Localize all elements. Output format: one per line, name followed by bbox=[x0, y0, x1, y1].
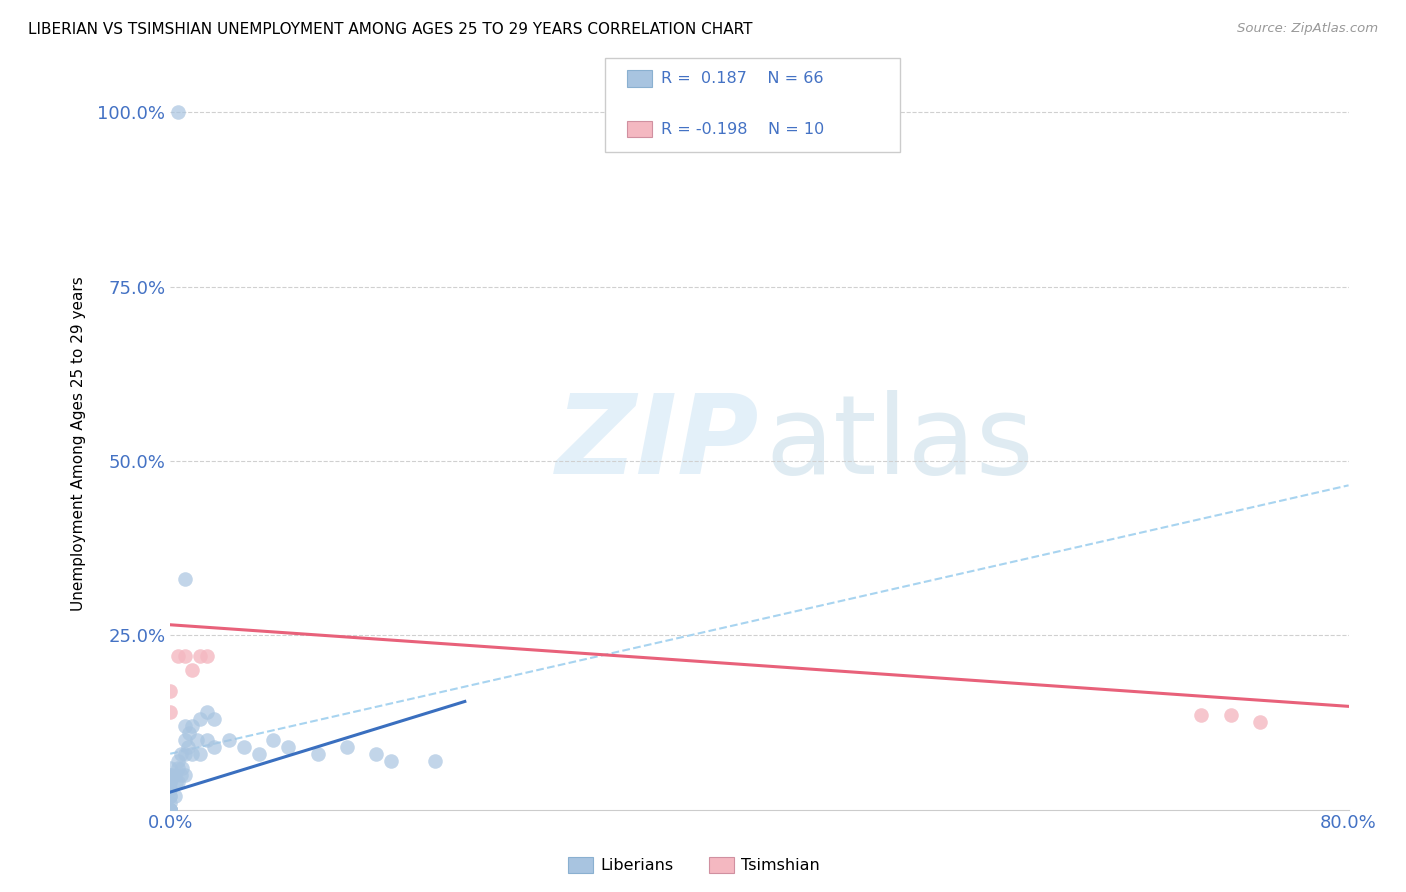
Point bbox=[202, 712, 225, 726]
Point bbox=[277, 739, 299, 754]
Point bbox=[163, 767, 186, 781]
Point bbox=[159, 803, 181, 817]
Point bbox=[195, 649, 218, 664]
Point bbox=[195, 732, 218, 747]
Point bbox=[159, 803, 181, 817]
Point bbox=[174, 649, 197, 664]
Point bbox=[170, 761, 193, 775]
Point bbox=[159, 781, 181, 796]
Point bbox=[166, 774, 188, 789]
Point bbox=[159, 803, 181, 817]
Point bbox=[181, 719, 204, 733]
Point bbox=[159, 789, 181, 803]
Point bbox=[366, 747, 388, 761]
Text: Tsimshian: Tsimshian bbox=[741, 858, 820, 872]
Point bbox=[1249, 715, 1271, 730]
Point bbox=[159, 803, 181, 817]
Point bbox=[186, 732, 208, 747]
Point bbox=[159, 803, 181, 817]
Text: atlas: atlas bbox=[765, 390, 1033, 497]
Point bbox=[181, 663, 204, 677]
Point bbox=[159, 684, 181, 698]
Point bbox=[336, 739, 359, 754]
Point bbox=[188, 649, 211, 664]
Point bbox=[195, 705, 218, 719]
Point bbox=[165, 774, 187, 789]
Point bbox=[159, 803, 181, 817]
Point bbox=[159, 803, 181, 817]
Point bbox=[159, 767, 181, 781]
Point bbox=[202, 739, 225, 754]
Point bbox=[159, 803, 181, 817]
Point bbox=[166, 105, 188, 120]
Text: Liberians: Liberians bbox=[600, 858, 673, 872]
Point bbox=[159, 767, 181, 781]
Text: ZIP: ZIP bbox=[555, 390, 759, 497]
Point bbox=[159, 774, 181, 789]
Point bbox=[159, 796, 181, 810]
Y-axis label: Unemployment Among Ages 25 to 29 years: Unemployment Among Ages 25 to 29 years bbox=[72, 277, 86, 611]
Point bbox=[166, 754, 188, 768]
Point bbox=[188, 747, 211, 761]
Point bbox=[159, 803, 181, 817]
Point bbox=[179, 726, 201, 740]
Text: R = -0.198    N = 10: R = -0.198 N = 10 bbox=[661, 122, 824, 136]
Point bbox=[218, 732, 240, 747]
Point bbox=[177, 739, 200, 754]
Point bbox=[188, 712, 211, 726]
Point bbox=[232, 739, 254, 754]
Point bbox=[174, 719, 197, 733]
Point bbox=[262, 732, 284, 747]
Point bbox=[1189, 708, 1212, 723]
Point bbox=[163, 789, 186, 803]
Point bbox=[159, 803, 181, 817]
Point bbox=[159, 803, 181, 817]
Point bbox=[169, 767, 191, 781]
Point bbox=[159, 803, 181, 817]
Point bbox=[174, 767, 197, 781]
Point bbox=[174, 732, 197, 747]
Point bbox=[174, 573, 197, 587]
Text: R =  0.187    N = 66: R = 0.187 N = 66 bbox=[661, 71, 824, 86]
Point bbox=[159, 774, 181, 789]
Point bbox=[1219, 708, 1241, 723]
Point bbox=[307, 747, 329, 761]
Point bbox=[181, 747, 204, 761]
Point bbox=[159, 803, 181, 817]
Point bbox=[159, 781, 181, 796]
Point bbox=[169, 747, 191, 761]
Point bbox=[159, 803, 181, 817]
Text: Source: ZipAtlas.com: Source: ZipAtlas.com bbox=[1237, 22, 1378, 36]
Point bbox=[174, 747, 197, 761]
Point bbox=[166, 649, 188, 664]
Point bbox=[159, 705, 181, 719]
Text: LIBERIAN VS TSIMSHIAN UNEMPLOYMENT AMONG AGES 25 TO 29 YEARS CORRELATION CHART: LIBERIAN VS TSIMSHIAN UNEMPLOYMENT AMONG… bbox=[28, 22, 752, 37]
Point bbox=[159, 761, 181, 775]
Point bbox=[159, 803, 181, 817]
Point bbox=[166, 761, 188, 775]
Point bbox=[159, 803, 181, 817]
Point bbox=[159, 803, 181, 817]
Point bbox=[159, 803, 181, 817]
Point bbox=[159, 803, 181, 817]
Point bbox=[159, 803, 181, 817]
Point bbox=[425, 754, 447, 768]
Point bbox=[247, 747, 270, 761]
Point bbox=[380, 754, 402, 768]
Point bbox=[159, 789, 181, 803]
